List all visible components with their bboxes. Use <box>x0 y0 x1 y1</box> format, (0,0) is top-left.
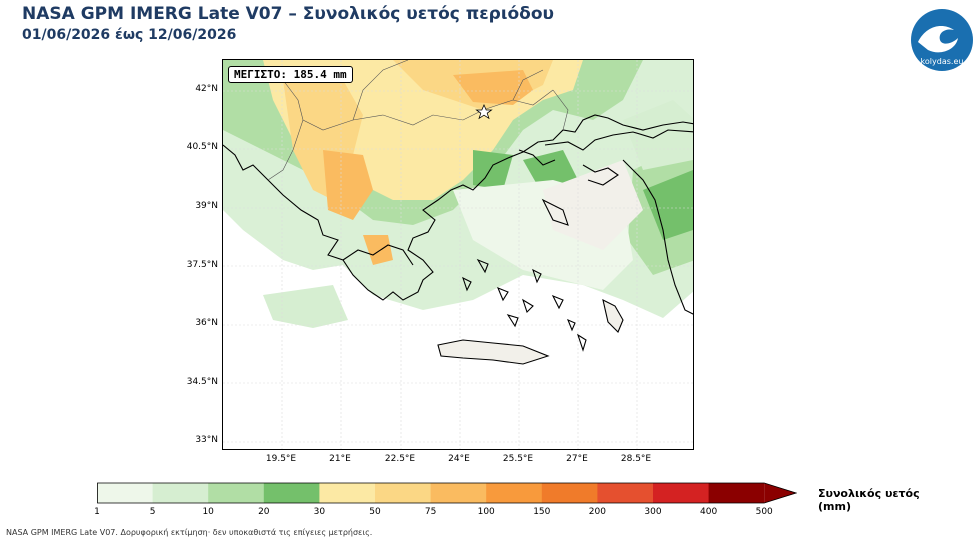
footnote: NASA GPM IMERG Late V07. Δορυφορική εκτί… <box>6 528 373 537</box>
lon-label-28-5: 28.5°E <box>620 454 652 464</box>
colorbar-tick-label: 50 <box>369 507 381 517</box>
lat-label-42: 42°N <box>195 84 218 94</box>
colorbar-tick-label: 200 <box>588 507 606 517</box>
lat-label-37-5: 37.5°N <box>186 260 218 270</box>
colorbar-segment <box>263 483 320 503</box>
colorbar-segment <box>708 483 765 503</box>
lon-label-25-5: 25.5°E <box>502 454 534 464</box>
rainfall-field <box>223 60 693 449</box>
colorbar-label-unit: (mm) <box>818 500 851 513</box>
colorbar-tick-label: 10 <box>202 507 214 517</box>
lon-label-27: 27°E <box>566 454 588 464</box>
colorbar-segment <box>97 483 154 503</box>
lat-label-40-5: 40.5°N <box>186 142 218 152</box>
lon-label-21: 21°E <box>329 454 351 464</box>
precipitation-map <box>222 59 694 450</box>
colorbar-tick-label: 500 <box>755 507 773 517</box>
wave-logo-icon: kolydas.eu <box>911 9 973 71</box>
colorbar-outline <box>97 482 797 504</box>
colorbar-segment <box>653 483 710 503</box>
map-canvas <box>223 60 693 449</box>
logo-text: kolydas.eu <box>921 57 964 66</box>
colorbar-segment <box>208 483 265 503</box>
map-gridlines <box>223 60 693 449</box>
colorbar-segment <box>541 483 598 503</box>
lat-label-36: 36°N <box>195 318 218 328</box>
colorbar-tick-label: 300 <box>644 507 662 517</box>
colorbar-tick-label: 1 <box>94 507 100 517</box>
colorbar-segment <box>486 483 543 503</box>
colorbar <box>97 482 797 504</box>
colorbar-tick-label: 75 <box>424 507 437 517</box>
colorbar-label: Συνολικός υετός (mm) <box>818 487 920 513</box>
max-location-star <box>475 104 493 120</box>
colorbar-tick-label: 5 <box>149 507 156 517</box>
lon-label-22-5: 22.5°E <box>384 454 416 464</box>
max-value-label: ΜΕΓΙΣΤΟ: 185.4 mm <box>228 66 353 83</box>
lon-label-19-5: 19.5°E <box>265 454 297 464</box>
colorbar-tick-label: 150 <box>533 507 551 517</box>
colorbar-segment <box>430 483 487 503</box>
country-borders <box>267 60 569 181</box>
colorbar-tick-label: 100 <box>477 507 495 517</box>
colorbar-segment <box>319 483 376 503</box>
colorbar-segment <box>597 483 654 503</box>
lon-label-24: 24°E <box>448 454 470 464</box>
colorbar-segment <box>375 483 432 503</box>
date-range: 01/06/2026 έως 12/06/2026 <box>22 27 237 43</box>
colorbar-label-title: Συνολικός υετός <box>818 487 920 500</box>
lat-label-34-5: 34.5°N <box>186 377 218 387</box>
lat-label-39: 39°N <box>195 201 218 211</box>
colorbar-tick-label: 30 <box>313 507 326 517</box>
colorbar-tick-label: 400 <box>700 507 718 517</box>
chart-title: NASA GPM IMERG Late V07 – Συνολικός υετό… <box>22 4 554 24</box>
lat-label-33: 33°N <box>195 435 218 445</box>
colorbar-tick-label: 20 <box>258 507 270 517</box>
coastlines <box>223 114 693 365</box>
colorbar-extend-arrow <box>764 483 797 503</box>
colorbar-segment <box>152 483 209 503</box>
